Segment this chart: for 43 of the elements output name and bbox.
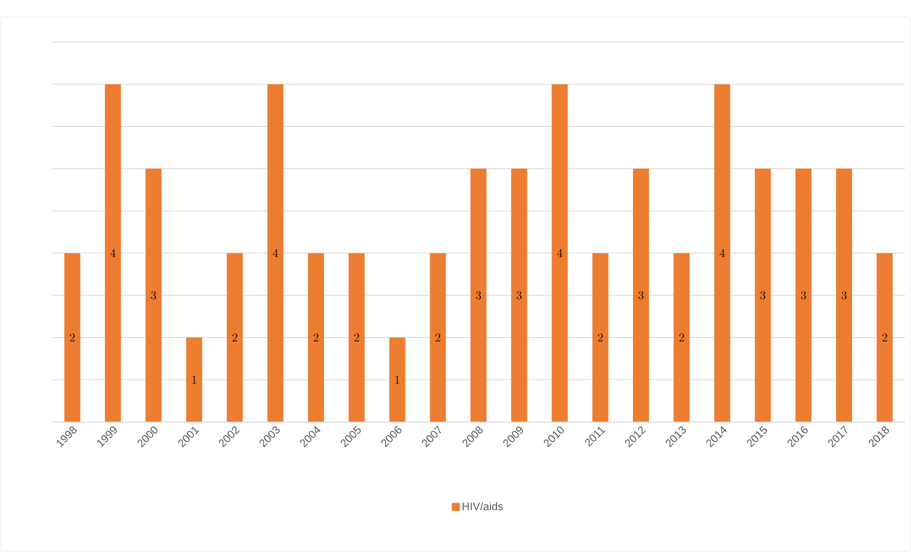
bar xyxy=(714,84,730,422)
data-label: 1 xyxy=(395,376,400,384)
bar xyxy=(754,168,771,422)
bar xyxy=(389,338,406,422)
data-label: 2 xyxy=(882,333,888,342)
data-label: 2 xyxy=(314,333,318,342)
data-label: 4 xyxy=(110,248,116,257)
data-label: 3 xyxy=(476,291,481,300)
data-label: 4 xyxy=(272,248,278,257)
data-label: 2 xyxy=(598,333,603,342)
data-label: 3 xyxy=(151,291,156,300)
bar xyxy=(470,168,487,422)
bar xyxy=(146,168,162,422)
bar xyxy=(592,253,608,422)
bar xyxy=(552,84,568,422)
data-label: 4 xyxy=(557,248,562,257)
data-label: 3 xyxy=(801,291,806,300)
bar xyxy=(226,253,243,422)
bar xyxy=(267,84,284,422)
bar xyxy=(511,168,528,422)
bar xyxy=(104,84,121,422)
bar xyxy=(632,168,649,422)
data-label: 2 xyxy=(354,333,359,342)
data-label: 3 xyxy=(760,291,766,300)
bar xyxy=(836,168,852,422)
bar xyxy=(308,253,324,422)
data-label: 2 xyxy=(436,333,440,342)
data-label: 3 xyxy=(516,291,522,300)
bar xyxy=(186,338,202,422)
bar xyxy=(876,253,893,422)
data-label: 1 xyxy=(192,376,196,384)
data-label: 4 xyxy=(720,248,725,257)
bar xyxy=(348,253,365,422)
data-label: 2 xyxy=(232,333,238,342)
bar xyxy=(795,168,812,422)
legend-label: HIV/aids xyxy=(462,502,503,510)
data-label: 3 xyxy=(638,291,644,300)
bar xyxy=(64,253,80,422)
bar xyxy=(674,253,690,422)
data-label: 2 xyxy=(679,333,684,342)
bar xyxy=(430,253,446,422)
data-label: 2 xyxy=(70,333,75,342)
data-label: 3 xyxy=(842,291,847,300)
